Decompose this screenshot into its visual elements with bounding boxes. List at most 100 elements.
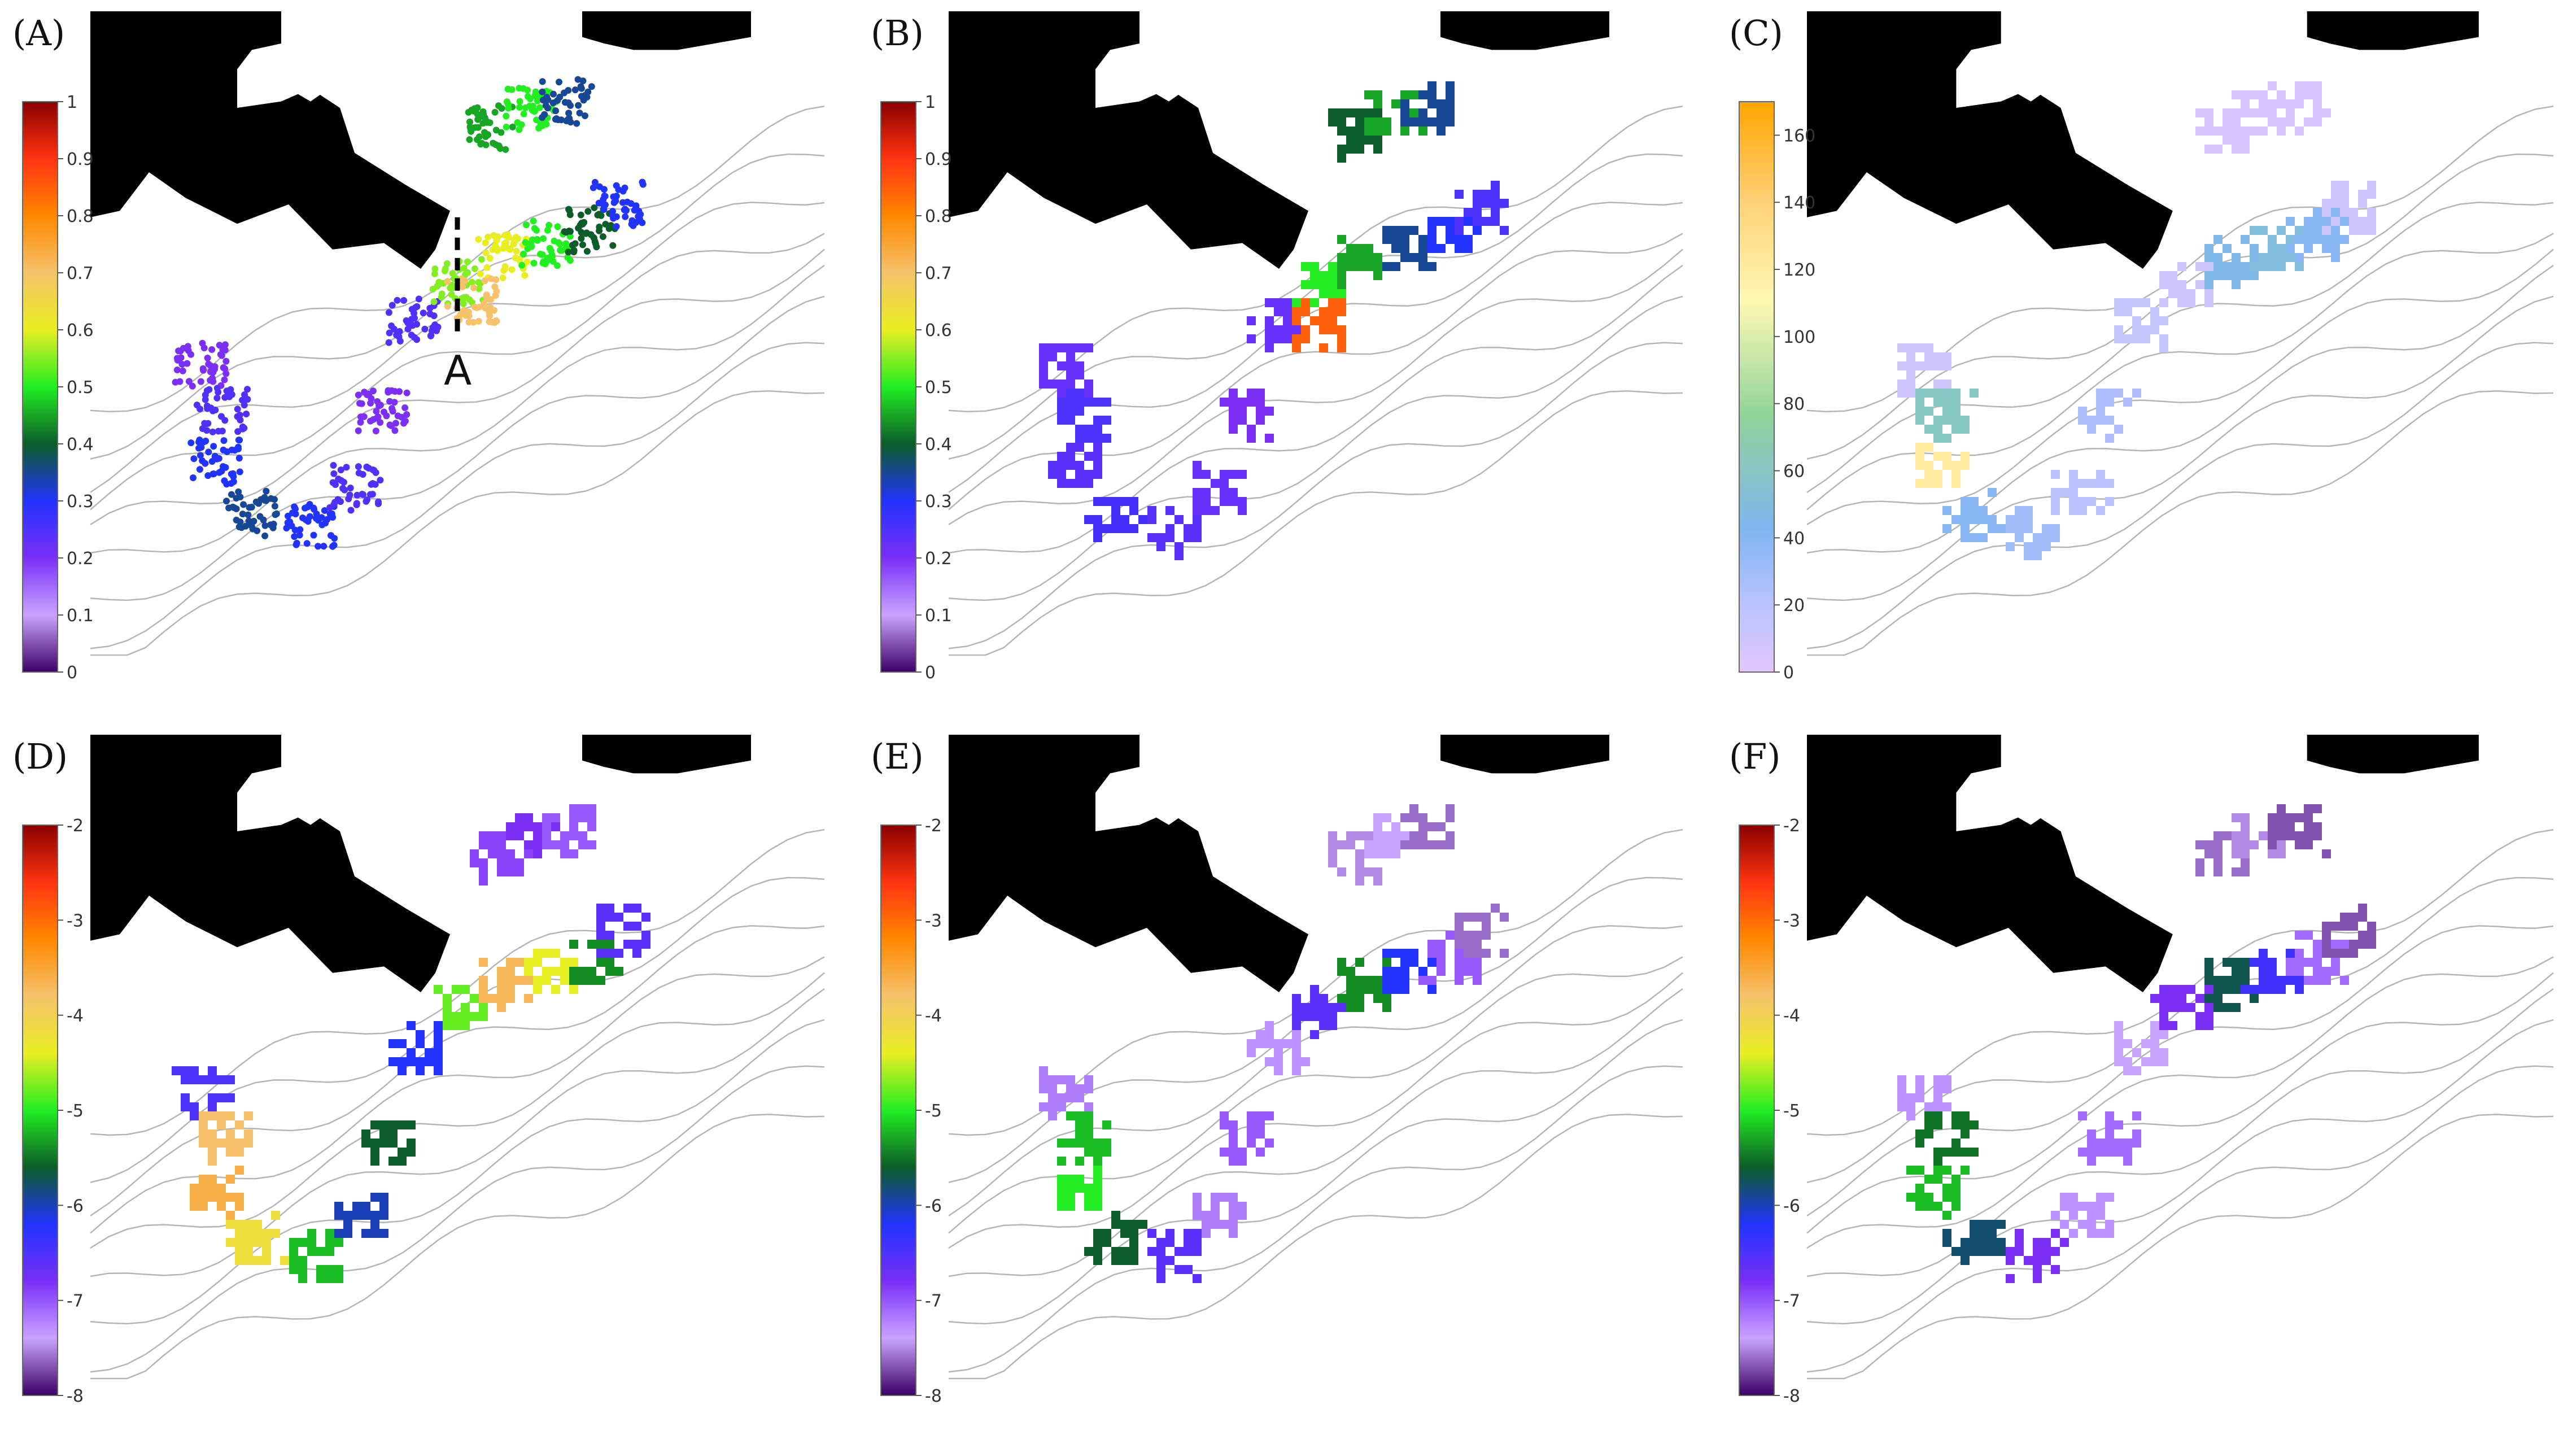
grid-cell — [1482, 949, 1491, 958]
grid-cell — [2150, 316, 2159, 325]
grid-cell — [1455, 931, 1464, 940]
grid-cell — [1274, 298, 1283, 307]
scatter-point — [369, 466, 377, 473]
grid-cell — [388, 1039, 398, 1048]
scatter-point — [396, 328, 403, 335]
grid-cell — [596, 913, 605, 922]
grid-cell — [1942, 1238, 1951, 1247]
scatter-point — [470, 284, 477, 291]
grid-cell — [1391, 849, 1400, 858]
colorbar-tick-label: -3 — [925, 911, 942, 931]
land-mask — [949, 735, 1308, 992]
grid-cell — [1319, 994, 1328, 1003]
grid-cell — [2051, 524, 2060, 533]
grid-cell — [2159, 316, 2168, 325]
grid-cell — [1906, 370, 1915, 380]
scatter-point — [516, 85, 523, 92]
scatter-point — [345, 495, 352, 503]
grid-cell — [2304, 81, 2313, 90]
grid-cell — [2223, 958, 2232, 967]
scatter-point — [588, 83, 595, 90]
grid-cell — [2259, 108, 2268, 117]
grid-cell — [2259, 976, 2268, 985]
scatter-point — [361, 389, 368, 396]
scatter-point — [478, 256, 485, 263]
grid-cell — [1211, 1193, 1220, 1202]
grid-cell — [1102, 398, 1111, 407]
contour-line — [948, 264, 1683, 554]
grid-cell — [1373, 262, 1382, 271]
grid-cell — [2195, 280, 2204, 289]
grid-cell — [2286, 244, 2295, 253]
grid-cell — [1455, 190, 1464, 199]
grid-cell — [2213, 840, 2223, 849]
grid-cell — [1247, 334, 1256, 343]
scatter-point — [530, 217, 537, 225]
grid-cell — [1238, 497, 1247, 506]
grid-cell — [280, 1256, 289, 1265]
grid-cell — [1418, 253, 1427, 262]
grid-cell — [1229, 1129, 1238, 1139]
grid-cell — [1337, 840, 1346, 849]
grid-cell — [479, 1003, 488, 1012]
grid-cell — [2024, 506, 2033, 515]
grid-cell — [1409, 108, 1418, 117]
grid-cell — [1951, 470, 1961, 479]
scatter-point — [283, 525, 290, 532]
scatter-point — [330, 470, 338, 477]
grid-cell — [2150, 1048, 2159, 1057]
grid-cell — [1924, 1202, 1933, 1211]
grid-cell — [199, 1139, 208, 1148]
grid-cell — [1346, 253, 1355, 262]
grid-cell — [2259, 949, 2268, 958]
grid-cell — [2015, 524, 2024, 533]
grid-cell — [1093, 1193, 1102, 1202]
grid-cell — [2213, 858, 2223, 867]
scatter-point — [484, 233, 492, 241]
colorbar — [880, 101, 916, 673]
grid-cell — [1075, 1093, 1084, 1102]
grid-cell — [515, 976, 524, 985]
grid-cell — [560, 849, 569, 858]
grid-cell — [542, 822, 551, 831]
grid-cell — [2087, 1139, 2096, 1148]
grid-cell — [1924, 389, 1933, 398]
scatter-point — [235, 455, 243, 462]
scatter-point — [205, 360, 212, 368]
grid-cell — [1933, 1093, 1942, 1102]
grid-cell — [1951, 461, 1961, 470]
grid-cell — [1093, 434, 1102, 443]
scatter-point — [521, 272, 529, 279]
grid-cell — [2340, 190, 2349, 199]
scatter-point — [216, 469, 223, 476]
grid-cell — [1165, 524, 1175, 533]
grid-cell — [1418, 90, 1427, 99]
grid-cell — [1418, 262, 1427, 271]
grid-cell — [226, 1111, 235, 1120]
grid-cell — [1093, 425, 1102, 434]
grid-cell — [1147, 1229, 1156, 1238]
grid-cell — [1961, 1111, 1970, 1120]
grid-cell — [2204, 271, 2213, 280]
grid-cell — [1464, 958, 1473, 967]
grid-cell — [1437, 958, 1446, 967]
grid-cell — [1138, 1220, 1147, 1229]
grid-cell — [2150, 1021, 2159, 1030]
grid-cell — [1337, 127, 1346, 136]
grid-cell — [2105, 1148, 2114, 1157]
grid-cell — [1066, 1084, 1075, 1093]
grid-cell — [1075, 370, 1084, 380]
grid-cell — [1446, 226, 1455, 235]
colorbar-tick-label: 60 — [1783, 462, 1805, 482]
grid-cell — [2213, 985, 2223, 994]
scatter-point — [372, 428, 379, 435]
grid-cell — [2313, 831, 2322, 840]
grid-cell — [1084, 1102, 1093, 1111]
grid-cell — [307, 1238, 316, 1247]
grid-cell — [1220, 479, 1229, 488]
colorbar-tick-label: 100 — [1783, 328, 1815, 347]
grid-cell — [1256, 1129, 1265, 1139]
grid-cell — [578, 967, 587, 976]
grid-cell — [1039, 361, 1048, 370]
grid-cell — [2322, 226, 2331, 235]
